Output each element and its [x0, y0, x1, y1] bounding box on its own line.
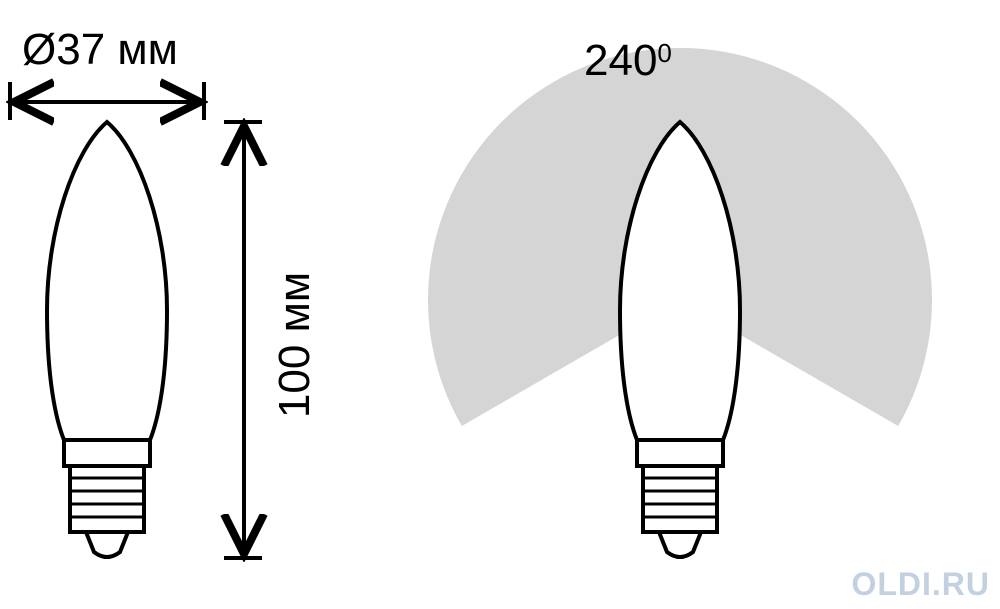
- angle-label: 2400: [584, 36, 672, 86]
- watermark: OLDI.RU: [851, 566, 990, 603]
- height-label: 100 мм: [270, 272, 320, 418]
- width-label: Ø37 мм: [22, 25, 178, 75]
- angle-value: 240: [584, 36, 657, 85]
- diagram-svg: [0, 0, 1000, 609]
- diagram-container: Ø37 мм 100 мм 2400 OLDI.RU: [0, 0, 1000, 609]
- left-bulb: [47, 122, 167, 557]
- angle-degree-mark: 0: [657, 38, 671, 68]
